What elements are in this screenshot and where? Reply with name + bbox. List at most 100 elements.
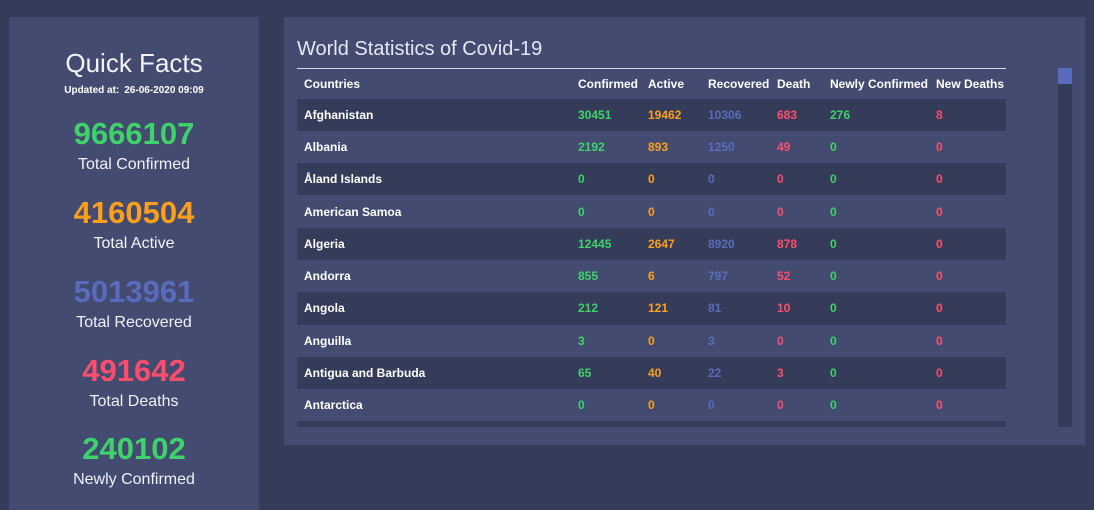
cell-new-deaths: 0 [936, 366, 943, 381]
cell-recovered: 8920 [708, 236, 735, 251]
cell-new-deaths: 0 [936, 204, 943, 219]
statistics-table-scroll-area[interactable]: Countries Confirmed Active Recovered Dea… [297, 68, 1006, 427]
table-row[interactable]: Andorra 855 6 797 52 0 0 [297, 259, 1006, 293]
cell-country: Anguilla [304, 333, 352, 348]
updated-at-value: 26-06-2020 09:09 [124, 85, 204, 96]
cell-recovered: 0 [708, 172, 715, 187]
cell-country: Algeria [304, 236, 345, 251]
cell-newly-confirmed: 276 [830, 107, 851, 122]
cell-confirmed: 212 [578, 301, 599, 316]
cell-active: 893 [648, 139, 669, 154]
table-row[interactable]: Antarctica 0 0 0 0 0 0 [297, 389, 1006, 422]
cell-new-deaths: 0 [936, 269, 943, 284]
cell-confirmed: 30451 [578, 107, 612, 122]
quick-facts-sidebar: Quick Facts Updated at: 26-06-2020 09:09 … [9, 17, 259, 510]
cell-country: Åland Islands [304, 172, 383, 187]
fact-newly-confirmed: 240102 Newly Confirmed [9, 431, 259, 501]
cell-death: 0 [777, 333, 784, 348]
fact-value: 240102 [82, 431, 186, 466]
cell-newly-confirmed: 0 [830, 269, 837, 284]
cell-newly-confirmed: 0 [830, 333, 837, 348]
cell-death: 878 [777, 236, 798, 251]
cell-newly-confirmed: 0 [830, 301, 837, 316]
quick-facts-title: Quick Facts [65, 48, 203, 78]
cell-new-deaths: 0 [936, 139, 943, 154]
cell-new-deaths: 0 [936, 398, 943, 413]
cell-newly-confirmed: 0 [830, 139, 837, 154]
cell-death: 52 [777, 269, 791, 284]
cell-recovered: 0 [708, 398, 715, 413]
fact-label: Total Confirmed [77, 156, 191, 173]
fact-label: Total Recovered [76, 314, 192, 331]
fact-total-confirmed: 9666107 Total Confirmed [9, 116, 259, 186]
cell-new-deaths: 0 [936, 236, 943, 251]
fact-value: 491642 [82, 353, 186, 388]
header-row: Countries Confirmed Active Recovered Dea… [297, 68, 1006, 99]
cell-recovered: 3 [708, 333, 715, 348]
cell-confirmed: 12445 [578, 236, 612, 251]
table-row[interactable]: Afghanistan 30451 19462 10306 683 276 8 [297, 98, 1006, 131]
fact-label: Total Deaths [89, 393, 179, 410]
cell-newly-confirmed: 0 [830, 236, 837, 251]
cell-confirmed: 3 [578, 333, 585, 348]
cell-active: 0 [648, 172, 655, 187]
cell-recovered: 81 [708, 301, 722, 316]
cell-active: 6 [648, 269, 655, 284]
table-body: Afghanistan 30451 19462 10306 683 276 8 … [297, 98, 1006, 427]
fact-total-deaths: 491642 Total Deaths [9, 353, 259, 423]
cell-country: Antarctica [304, 398, 363, 413]
cell-country: Antigua and Barbuda [304, 366, 426, 381]
cell-death: 683 [777, 107, 798, 122]
cell-active: 0 [648, 398, 655, 413]
cell-recovered: 797 [708, 269, 729, 284]
column-header-death[interactable]: Death [777, 76, 811, 91]
fact-value: 9666107 [73, 116, 195, 151]
cell-active: 40 [648, 366, 662, 381]
cell-country: Andorra [304, 269, 351, 284]
table-row[interactable]: Åland Islands 0 0 0 0 0 0 [297, 163, 1006, 196]
updated-at: Updated at: 26-06-2020 09:09 [9, 85, 259, 96]
cell-newly-confirmed: 0 [830, 204, 837, 219]
column-header-confirmed[interactable]: Confirmed [578, 76, 638, 91]
cell-confirmed: 0 [578, 398, 585, 413]
cell-active: 0 [648, 204, 655, 219]
cell-country: Albania [304, 139, 348, 154]
cell-confirmed: 0 [578, 172, 585, 187]
column-header-recovered[interactable]: Recovered [708, 76, 770, 91]
cell-death: 0 [777, 172, 784, 187]
statistics-table: Countries Confirmed Active Recovered Dea… [297, 68, 1006, 427]
fact-value: 4160504 [73, 195, 195, 230]
fact-label: Newly Confirmed [73, 471, 195, 488]
table-scrollbar[interactable] [1058, 68, 1072, 427]
table-row[interactable]: Antigua and Barbuda 65 40 22 3 0 0 [297, 356, 1006, 390]
cell-country: Angola [304, 301, 345, 316]
cell-new-deaths: 8 [936, 107, 943, 122]
cell-confirmed: 2192 [578, 139, 605, 154]
panel-title: World Statistics of Covid-19 [297, 38, 543, 60]
scrollbar-thumb[interactable] [1058, 68, 1072, 84]
fact-value: 5013961 [73, 274, 195, 309]
fact-label: Total Active [93, 235, 175, 252]
cell-new-deaths: 0 [936, 333, 943, 348]
table-row[interactable]: Angola 212 121 81 10 0 0 [297, 292, 1006, 325]
column-header-active[interactable]: Active [648, 76, 685, 91]
cell-newly-confirmed: 0 [830, 366, 837, 381]
cell-new-deaths: 0 [936, 301, 943, 316]
cell-newly-confirmed: 0 [830, 172, 837, 187]
cell-death: 10 [777, 301, 791, 316]
table-row[interactable]: Algeria 12445 2647 8920 878 0 0 [297, 227, 1006, 260]
cell-country: Afghanistan [304, 107, 374, 122]
cell-confirmed: 0 [578, 204, 585, 219]
column-header-newly-confirmed[interactable]: Newly Confirmed [830, 76, 929, 91]
cell-active: 0 [648, 333, 655, 348]
cell-newly-confirmed: 0 [830, 398, 837, 413]
cell-active: 2647 [648, 236, 675, 251]
cell-confirmed: 65 [578, 366, 592, 381]
table-row[interactable]: Anguilla 3 0 3 0 0 0 [297, 324, 1006, 357]
column-header-new-deaths[interactable]: New Deaths [936, 76, 1005, 91]
table-row[interactable]: Albania 2192 893 1250 49 0 0 [297, 130, 1006, 164]
column-header-countries[interactable]: Countries [304, 76, 361, 91]
cell-death: 49 [777, 139, 791, 154]
world-statistics-panel: World Statistics of Covid-19 Countries C… [284, 17, 1085, 445]
table-row[interactable]: American Samoa 0 0 0 0 0 0 [297, 195, 1006, 228]
